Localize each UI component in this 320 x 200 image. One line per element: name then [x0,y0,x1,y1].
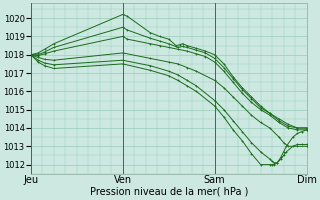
X-axis label: Pression niveau de la mer( hPa ): Pression niveau de la mer( hPa ) [90,187,248,197]
